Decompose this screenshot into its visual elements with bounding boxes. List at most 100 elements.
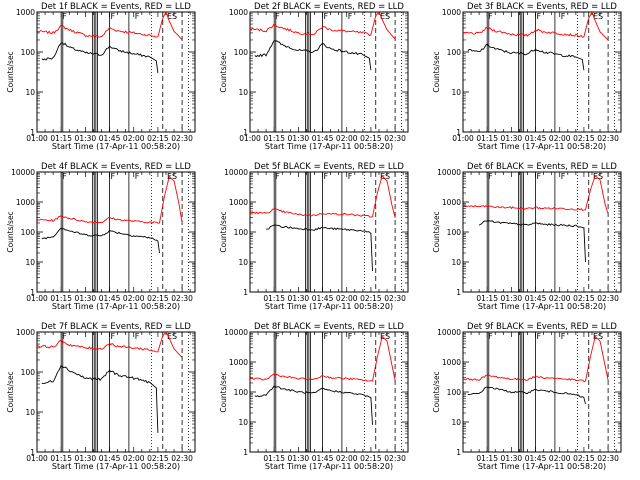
y-axis-label: Counts/sec [432, 371, 441, 412]
chart-title: Det 4f BLACK = Events, RED = LLD [41, 162, 191, 172]
lld-rate-line [37, 332, 183, 358]
plot-frame [462, 11, 622, 133]
x-axis-label: Start Time (17-Apr-11 00:58:20) [52, 302, 180, 311]
x-tick-label: 02:00 [123, 294, 145, 303]
marker-label: F [111, 172, 116, 181]
y-tick-label: 100 [447, 228, 462, 237]
marker-label: F [348, 172, 353, 181]
y-tick-label: 1 [456, 128, 461, 137]
x-tick-label: 02:15 [147, 294, 169, 303]
y-tick-label: 10000 [224, 328, 248, 337]
y-axis-label: Counts/sec [6, 371, 15, 412]
chart-title: Det 6f BLACK = Events, RED = LLD [467, 162, 617, 172]
marker-label: ES [380, 12, 390, 21]
y-tick-label: 10 [451, 258, 461, 267]
x-tick-label: 01:45 [99, 134, 121, 143]
marker-label: F [348, 12, 353, 21]
x-tick-label: 01:45 [99, 294, 121, 303]
lld-rate-line [250, 12, 396, 40]
x-tick-label: 01:15 [263, 294, 285, 303]
lld-rate-line [37, 12, 183, 41]
x-tick-label: 01:45 [525, 294, 547, 303]
chart-panel-9: Det 9f BLACK = Events, RED = LLD 1 10 100 10… [432, 322, 622, 471]
x-tick-label: 02:00 [123, 454, 145, 463]
x-tick-label: 01:00 [239, 134, 261, 143]
x-tick-label: 02:15 [360, 134, 382, 143]
x-tick-label: 02:15 [573, 454, 595, 463]
events-rate-line [41, 42, 159, 73]
y-tick-label: 1 [243, 288, 248, 297]
marker-label: ES [167, 332, 177, 341]
x-tick-label: 01:00 [26, 294, 48, 303]
x-tick-label: 01:15 [476, 134, 498, 143]
chart-title: Det 2f BLACK = Events, RED = LLD [254, 2, 404, 12]
plot-frame [249, 331, 409, 453]
y-tick-label: 10000 [437, 328, 461, 337]
x-tick-label: 02:00 [336, 294, 358, 303]
x-tick-label: 02:00 [336, 454, 358, 463]
x-tick-label: 01:30 [75, 134, 97, 143]
chart-panel-7: Det 7f BLACK = Events, RED = LLD 1 10 100 10… [6, 322, 196, 471]
marker-label: F [561, 332, 566, 341]
x-tick-label: 01:15 [50, 134, 72, 143]
x-tick-label: 01:15 [50, 294, 72, 303]
y-axis-label: Counts/sec [432, 211, 441, 252]
y-tick-label: 1 [243, 128, 248, 137]
y-axis-label: Counts/sec [219, 371, 228, 412]
marker-label: F [135, 332, 140, 341]
lld-rate-line [250, 174, 396, 218]
y-tick-label: 10000 [11, 168, 35, 177]
chart-title: Det 8f BLACK = Events, RED = LLD [254, 322, 404, 332]
x-tick-label: 01:15 [476, 294, 498, 303]
chart-panel-8: Det 8f BLACK = Events, RED = LLD 1 10 100 10… [219, 322, 409, 471]
y-tick-label: 10 [238, 418, 248, 427]
x-tick-label: 01:15 [263, 134, 285, 143]
marker-label: F [324, 12, 329, 21]
y-tick-label: 100 [21, 368, 36, 377]
marker-label: F [275, 12, 280, 21]
marker-label: F [537, 172, 542, 181]
plot-frame [36, 11, 196, 133]
y-tick-label: 10000 [224, 168, 248, 177]
events-rate-line [467, 43, 585, 71]
x-tick-label: 02:30 [384, 134, 406, 143]
marker-label: F [275, 332, 280, 341]
y-axis-label: Counts/sec [219, 51, 228, 92]
plot-frame [249, 11, 409, 133]
marker-label: F [324, 332, 329, 341]
chart-title: Det 7f BLACK = Events, RED = LLD [41, 322, 191, 332]
marker-label: F [135, 12, 140, 21]
x-tick-label: 02:15 [360, 454, 382, 463]
lld-rate-line [463, 174, 609, 215]
y-tick-label: 100 [234, 228, 249, 237]
chart-panel-6: Det 6f BLACK = Events, RED = LLD 1 10 100 10… [432, 162, 622, 311]
marker-label: F [62, 172, 67, 181]
y-tick-label: 1 [30, 128, 35, 137]
x-tick-label: 02:00 [549, 294, 571, 303]
x-axis-label: Start Time (17-Apr-11 00:58:20) [478, 462, 606, 471]
x-tick-label: 01:00 [26, 454, 48, 463]
x-tick-label: 02:30 [171, 294, 193, 303]
marker-label: ES [380, 332, 390, 341]
y-axis-label: Counts/sec [6, 51, 15, 92]
x-tick-label: 01:00 [452, 134, 474, 143]
y-axis-label: Counts/sec [6, 211, 15, 252]
events-rate-line [254, 385, 373, 425]
x-tick-label: 02:00 [123, 134, 145, 143]
y-tick-label: 100 [234, 388, 249, 397]
y-tick-label: 1 [243, 448, 248, 457]
x-axis-label: Start Time (17-Apr-11 00:58:20) [52, 142, 180, 151]
x-tick-label: 01:00 [26, 134, 48, 143]
y-tick-label: 1 [30, 448, 35, 457]
y-tick-label: 1000 [16, 328, 35, 337]
x-axis-label: Start Time (17-Apr-11 00:58:20) [265, 302, 393, 311]
marker-label: F [111, 12, 116, 21]
lld-rate-line [250, 335, 396, 382]
y-tick-label: 100 [447, 388, 462, 397]
x-tick-label: 02:30 [597, 134, 619, 143]
marker-label: F [348, 332, 353, 341]
marker-label: ES [167, 12, 177, 21]
chart-title: Det 1f BLACK = Events, RED = LLD [41, 2, 191, 12]
x-tick-label: 01:30 [75, 454, 97, 463]
